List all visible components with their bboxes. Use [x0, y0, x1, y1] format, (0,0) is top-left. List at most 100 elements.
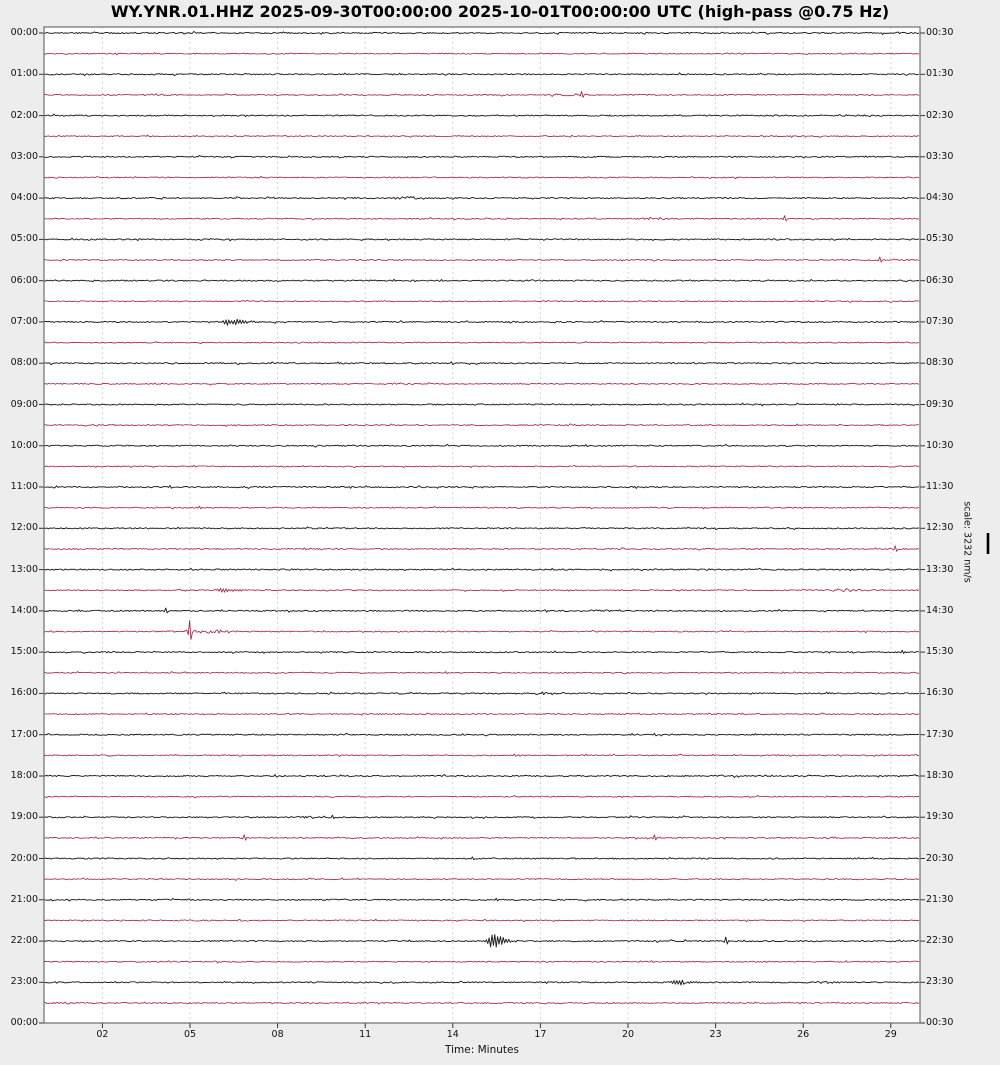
seismogram-trace	[43, 278, 920, 283]
seismogram-trace	[43, 877, 920, 881]
hour-label-right: 05:30	[926, 233, 954, 245]
seismogram-trace	[43, 215, 920, 222]
hour-label-left: 18:00	[10, 770, 38, 781]
hour-label-left: 17:00	[10, 728, 38, 740]
plot-border	[43, 26, 921, 1024]
hour-label-left: 00:00	[10, 27, 38, 38]
seismogram-trace	[43, 464, 920, 469]
hour-label-left: 19:00	[10, 811, 38, 823]
seismogram-trace	[43, 196, 920, 200]
seismogram-trace	[43, 671, 920, 675]
seismogram-trace	[43, 587, 920, 593]
seismogram-trace	[43, 526, 920, 531]
plot-background	[44, 27, 920, 1023]
seismogram-trace	[43, 1001, 920, 1005]
seismogram-trace	[43, 318, 920, 326]
seismogram-trace	[43, 484, 919, 489]
hour-label-left: 12:00	[10, 522, 38, 534]
hour-label-right: 22:30	[926, 935, 954, 947]
x-tick-label: 17	[534, 1029, 547, 1040]
hour-label-right: 10:30	[926, 439, 954, 451]
seismogram-trace	[44, 712, 920, 716]
hour-label-left: 04:00	[10, 192, 38, 204]
x-tick-label: 05	[183, 1029, 197, 1040]
seismogram-trace	[43, 299, 920, 303]
hour-label-left: 10:00	[10, 439, 38, 451]
seismogram-trace	[43, 31, 920, 35]
hour-label-left: 03:00	[10, 150, 38, 162]
seismogram-trace	[43, 237, 920, 242]
hour-label-left: 15:00	[10, 646, 38, 658]
seismogram-trace	[43, 52, 920, 56]
x-tick-label: 26	[797, 1029, 810, 1040]
x-tick-label: 02	[96, 1029, 109, 1040]
hour-label-right: 13:30	[926, 563, 954, 575]
hour-label-right: 19:30	[926, 811, 954, 823]
seismogram-trace	[43, 649, 920, 654]
hour-label-right: 03:30	[926, 150, 954, 162]
hour-label-left: 09:00	[10, 398, 38, 410]
seismogram-trace	[43, 834, 920, 841]
hour-label-right: 08:30	[926, 357, 954, 369]
seismogram-trace	[43, 620, 920, 640]
hour-label-right: 02:30	[926, 109, 954, 121]
hour-label-left: 07:00	[10, 315, 38, 327]
scale-label: scale: 3232 nm/s	[961, 501, 973, 583]
hour-label-right: 01:30	[926, 68, 954, 80]
hour-label-right: 06:30	[926, 274, 954, 286]
seismogram-trace	[43, 402, 920, 407]
hour-label-left: 23:00	[10, 976, 38, 988]
hour-label-right: 09:30	[926, 398, 954, 410]
hour-label-right: 04:30	[926, 192, 954, 204]
seismogram-trace	[43, 960, 920, 964]
seismogram-trace	[43, 90, 920, 98]
plot-title: WY.YNR.01.HHZ 2025-09-30T00:00:00 2025-1…	[110, 2, 890, 21]
seismogram-trace	[43, 134, 920, 138]
seismogram-trace	[43, 897, 920, 902]
hour-label-left: 08:00	[10, 357, 38, 369]
seismogram-trace	[43, 361, 920, 366]
seismogram-trace	[43, 567, 920, 572]
seismogram-trace	[43, 545, 920, 552]
x-tick-label: 23	[709, 1029, 722, 1040]
x-tick-label: 29	[884, 1029, 897, 1040]
hour-label-left: 16:00	[10, 687, 38, 699]
seismogram-trace	[43, 753, 920, 757]
hour-label-right: 14:30	[926, 604, 954, 616]
seismogram-trace	[43, 505, 920, 510]
hour-label-right: 11:30	[926, 481, 954, 492]
seismogram-trace	[43, 113, 920, 118]
hour-label-left: 05:00	[10, 233, 38, 245]
x-axis-title: Time: Minutes	[445, 1044, 519, 1056]
hour-label-left: 21:00	[10, 893, 38, 905]
hour-label-right: 21:30	[926, 893, 954, 905]
seismogram-trace	[43, 154, 920, 159]
hour-label-left: 01:00	[10, 68, 38, 80]
seismogram-trace	[43, 256, 920, 263]
hour-label-right: 15:30	[926, 646, 954, 658]
hour-label-left: 13:00	[10, 563, 38, 575]
hour-label-right: 20:30	[926, 852, 954, 864]
hour-label-left: 06:00	[10, 274, 38, 286]
x-tick-label: 08	[271, 1029, 284, 1040]
hour-label-right: 18:30	[926, 770, 954, 781]
hour-label-left: 14:00	[10, 604, 38, 616]
seismogram-trace	[43, 979, 920, 986]
seismogram-trace	[43, 423, 919, 427]
x-tick-label: 20	[621, 1029, 635, 1040]
seismogram-trace	[43, 918, 920, 923]
seismogram-trace	[43, 774, 920, 778]
hour-label-right: 12:30	[926, 522, 954, 534]
hour-label-left: 20:00	[10, 852, 38, 864]
seismogram-trace	[43, 72, 920, 77]
hour-label-left: 02:00	[10, 109, 38, 121]
seismogram-trace	[43, 856, 920, 861]
seismogram-trace	[43, 443, 920, 448]
seismogram-trace	[44, 691, 920, 696]
hour-label-right: 23:30	[926, 976, 954, 988]
hour-label-left: 11:00	[10, 481, 38, 492]
seismogram-trace	[43, 794, 920, 799]
hour-label-right: 00:30	[926, 1017, 954, 1028]
